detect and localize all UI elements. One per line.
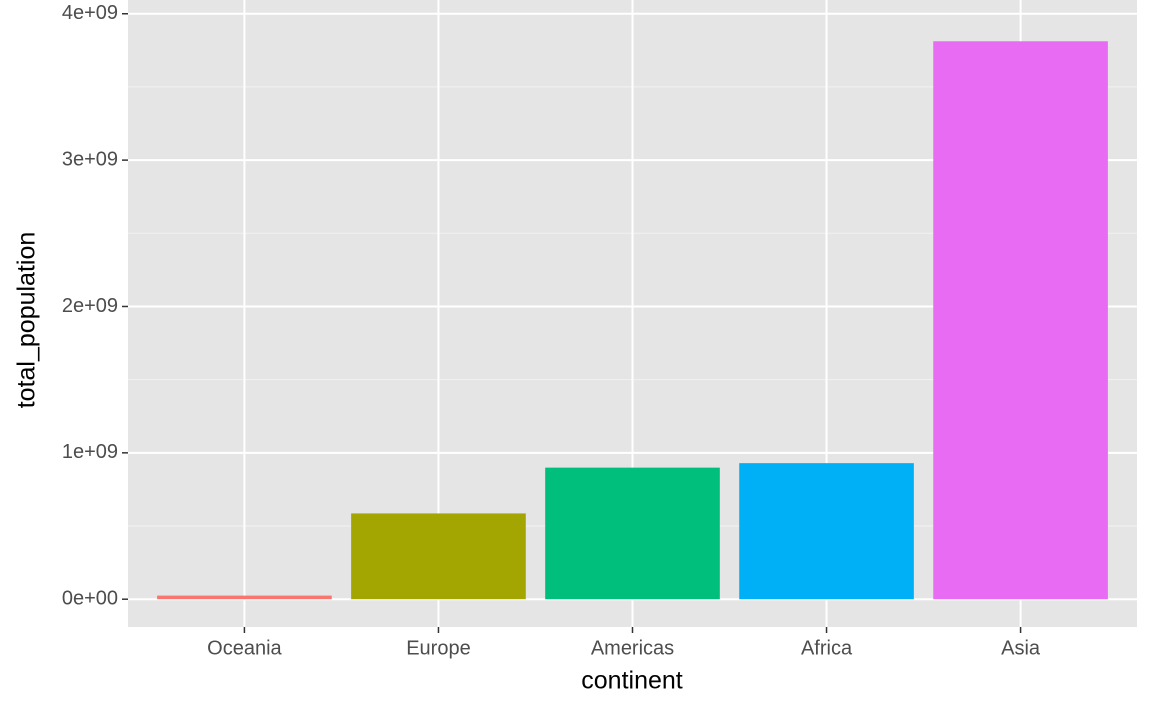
bar (739, 463, 914, 600)
y-tick-label: 1e+09 (62, 441, 118, 463)
x-tick-label: Europe (406, 637, 471, 659)
x-tick-label: Africa (801, 637, 853, 659)
y-tick-label: 3e+09 (62, 148, 118, 170)
y-tick-label: 4e+09 (62, 2, 118, 24)
y-tick-label: 0e+00 (62, 587, 118, 609)
y-axis-title: total_population (13, 232, 41, 409)
bar (545, 467, 720, 600)
x-tick-label: Oceania (207, 637, 282, 659)
x-axis-title: continent (581, 667, 683, 695)
bar (933, 41, 1108, 600)
bar (351, 513, 526, 600)
x-tick-label: Americas (591, 637, 674, 659)
y-tick-label: 2e+09 (62, 295, 118, 317)
x-tick-label: Asia (1001, 637, 1041, 659)
bar (157, 595, 332, 600)
